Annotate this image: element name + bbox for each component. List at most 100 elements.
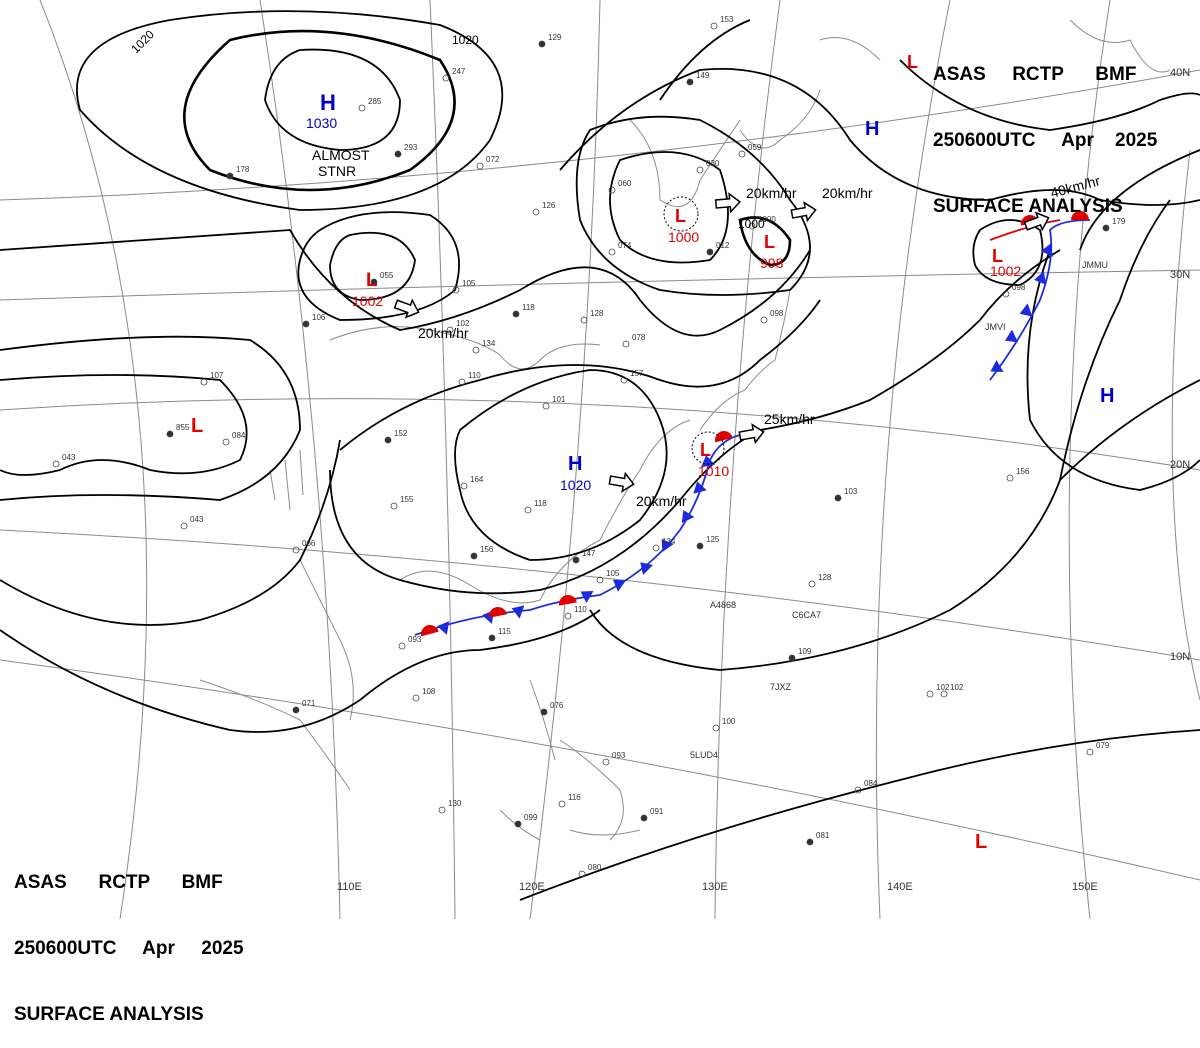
station-value: 078 — [632, 333, 646, 342]
lat-label: 30N — [1170, 269, 1190, 281]
station-value: 129 — [548, 33, 562, 42]
station-circle — [806, 838, 814, 846]
station-plot: 043 — [180, 515, 204, 530]
time-label: 250600UTC — [933, 130, 1036, 151]
station-plot: 074 — [608, 241, 632, 256]
station-plot: 109 — [788, 647, 812, 662]
station-value: 164 — [470, 475, 484, 484]
lat-label: 40N — [1170, 67, 1190, 79]
low-center: L — [764, 232, 775, 252]
station-circle — [226, 172, 234, 180]
high-center-value: 1020 — [560, 477, 591, 493]
cold-front-triangle — [1005, 329, 1018, 343]
station-plot: 285 — [358, 97, 382, 112]
cold-front-triangle — [1019, 303, 1033, 317]
station-value: 091 — [650, 807, 664, 816]
station-circle — [926, 690, 934, 698]
station-circle — [940, 690, 948, 698]
station-value: 293 — [404, 143, 418, 152]
station-value: 012 — [716, 241, 730, 250]
stationary-annotation: ALMOST STNR — [312, 147, 370, 179]
high-center: H — [1100, 385, 1114, 407]
station-circle — [472, 346, 480, 354]
station-value: 155 — [400, 495, 414, 504]
station-value: 101 — [552, 395, 566, 404]
station-value: 066 — [302, 539, 316, 548]
product-label: SURFACE ANALYSIS — [14, 1004, 204, 1025]
station-plot: 030 — [696, 159, 720, 174]
low-center: L — [975, 831, 987, 853]
station-circle — [580, 316, 588, 324]
station-value: 098 — [770, 309, 784, 318]
low-center: L — [700, 440, 711, 460]
producer-label: BMF — [1095, 64, 1137, 85]
station-plot: 059 — [738, 143, 762, 158]
station-plot: 134 — [652, 537, 676, 552]
station-circle — [460, 482, 468, 490]
station-plot: 125 — [696, 535, 720, 550]
station-circle — [302, 320, 310, 328]
lon-label: 120E — [519, 881, 545, 893]
station-plot: 084 — [222, 431, 246, 446]
station-plot: 149 — [686, 71, 710, 86]
producer-label: BMF — [181, 872, 223, 893]
cold-front-triangle — [640, 562, 653, 575]
station-value: 134 — [662, 537, 676, 546]
station-circle — [532, 208, 540, 216]
station-value: 134 — [482, 339, 496, 348]
ship-id: 7JXZ — [770, 682, 792, 692]
station-circle — [412, 694, 420, 702]
ship-id: JMMU — [1082, 260, 1108, 270]
station-plot: 126 — [532, 201, 556, 216]
cold-front-triangle — [681, 510, 695, 523]
warm-front-semicircle — [715, 431, 733, 443]
station-value: 118 — [534, 499, 547, 508]
station-plot: 055 — [370, 271, 394, 286]
station-plot: 147 — [572, 549, 596, 564]
cold-front-triangle — [990, 359, 1004, 373]
low-center-value: 1010 — [698, 463, 729, 479]
station-plot: 101 — [542, 395, 566, 410]
station-plot: 155 — [390, 495, 414, 510]
station-circle — [602, 758, 610, 766]
station-plot: 071 — [292, 699, 316, 714]
ship-id: JMVI — [985, 322, 1006, 332]
station-value: 178 — [236, 165, 250, 174]
almost-label: ALMOST — [312, 147, 370, 163]
station-plot: 043 — [52, 453, 76, 468]
year-label: 2025 — [1115, 130, 1158, 151]
station-circle — [446, 326, 454, 334]
cold-front-triangle — [437, 621, 450, 635]
station-value: 109 — [798, 647, 812, 656]
station-plot: 098 — [1002, 283, 1026, 298]
station-value: 084 — [232, 431, 246, 440]
station-value: 128 — [590, 309, 604, 318]
cold-front-triangle — [580, 590, 594, 604]
high-center: H — [865, 118, 879, 140]
station-circle — [696, 166, 704, 174]
movement-arrows — [393, 192, 1050, 493]
isobars — [0, 10, 1200, 901]
low-center-value: 1002 — [990, 263, 1021, 279]
ship-ids: JMVI JMMU A4868 C6CA7 7JXZ 5LUD4 — [690, 260, 1108, 760]
station-value: 081 — [816, 831, 830, 840]
station-plot: 152 — [384, 429, 408, 444]
station-value: 108 — [422, 687, 436, 696]
station-plot: 107 — [200, 371, 224, 386]
high-center: H — [320, 90, 336, 115]
lon-label: 110E — [337, 881, 362, 893]
station-circle — [640, 814, 648, 822]
header-line-2: 250600UTC Apr 2025 — [933, 130, 1157, 152]
station-circle — [564, 612, 572, 620]
lon-label: 140E — [887, 881, 913, 893]
ship-id: 5LUD4 — [690, 750, 718, 760]
station-circle — [1002, 290, 1010, 298]
station-circle — [622, 340, 630, 348]
station-circle — [180, 522, 188, 530]
station-plot: 084 — [854, 779, 878, 794]
station-circle — [710, 22, 718, 30]
station-plot: 110 — [564, 605, 587, 620]
station-plot: 178 — [226, 165, 250, 180]
longitude-labels: 110E 120E 130E 140E 150E — [337, 881, 1098, 893]
station-value: 152 — [394, 429, 408, 438]
